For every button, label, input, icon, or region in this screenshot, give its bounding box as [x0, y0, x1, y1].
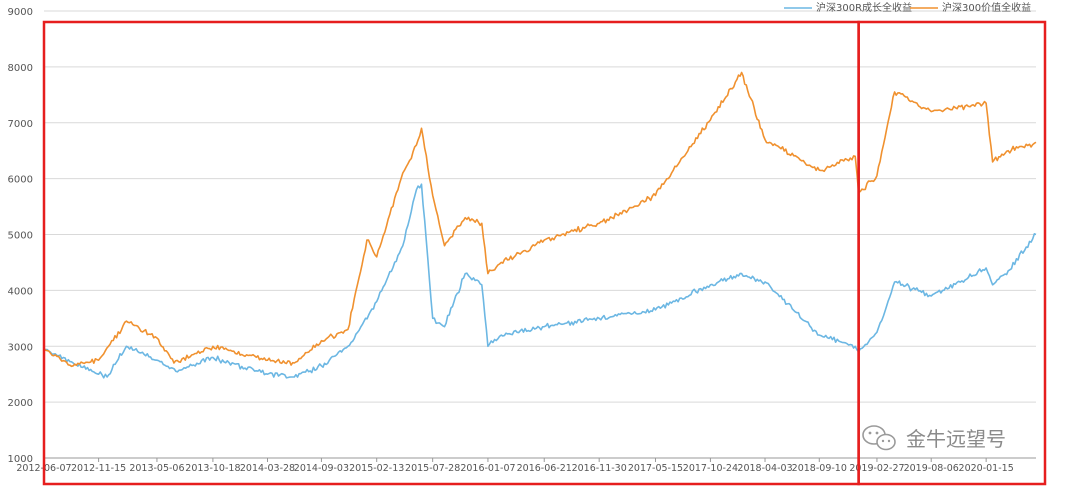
x-tick-label: 2018-09-10 — [792, 463, 847, 474]
highlight-box-2 — [857, 20, 1047, 486]
x-axis-ticks: 2012-06-07 2012-11-15 2013-05-06 2013-10-18… — [16, 458, 1014, 474]
watermark-text: 金牛远望号 — [906, 427, 1006, 451]
x-tick-label: 2019-08-06 — [904, 463, 959, 474]
x-tick-label: 2016-06-21 — [517, 463, 572, 474]
x-tick-label: 2015-02-13 — [349, 463, 404, 474]
y-tick-label: 7000 — [8, 119, 33, 130]
legend: 沪深300R成长全收益 沪深300价值全收益 — [784, 1, 1031, 14]
x-tick-label: 2016-01-07 — [460, 463, 515, 474]
legend-label: 沪深300R成长全收益 — [816, 1, 912, 14]
x-tick-label: 2013-05-06 — [129, 463, 184, 474]
y-tick-label: 9000 — [8, 7, 33, 18]
highlight-box-1 — [42, 20, 860, 486]
x-tick-label: 2013-10-18 — [185, 463, 240, 474]
highlight-boxes — [42, 20, 1047, 486]
y-axis: 1000 2000 3000 4000 5000 6000 7000 8000 9000 — [8, 7, 33, 465]
x-tick-label: 2017-10-24 — [683, 463, 738, 474]
y-tick-label: 5000 — [8, 231, 33, 242]
x-tick-label: 2017-05-15 — [628, 463, 683, 474]
series-line-1 — [43, 183, 1037, 379]
y-tick-label: 4000 — [8, 286, 33, 297]
legend-label: 沪深300价值全收益 — [942, 1, 1031, 14]
x-tick-label: 2014-09-03 — [294, 463, 349, 474]
series-layer — [43, 71, 1037, 379]
y-tick-label: 6000 — [8, 175, 33, 186]
y-tick-label: 8000 — [8, 63, 33, 74]
y-tick-label: 2000 — [8, 398, 33, 409]
x-tick-label: 2019-02-27 — [849, 463, 904, 474]
y-tick-label: 3000 — [8, 342, 33, 353]
x-tick-label: 2015-07-28 — [405, 463, 460, 474]
wechat-icon — [862, 425, 896, 451]
watermark: 金牛远望号 — [862, 425, 1006, 451]
y-tick-label: 1000 — [8, 454, 33, 465]
x-tick-label: 2020-01-15 — [959, 463, 1014, 474]
series-line-2 — [43, 71, 1037, 368]
x-tick-label: 2016-11-30 — [572, 463, 627, 474]
x-tick-label: 2012-11-15 — [71, 463, 126, 474]
x-tick-label: 2014-03-28 — [240, 463, 295, 474]
x-tick-label: 2018-04-03 — [737, 463, 792, 474]
gridlines — [44, 10, 1036, 459]
